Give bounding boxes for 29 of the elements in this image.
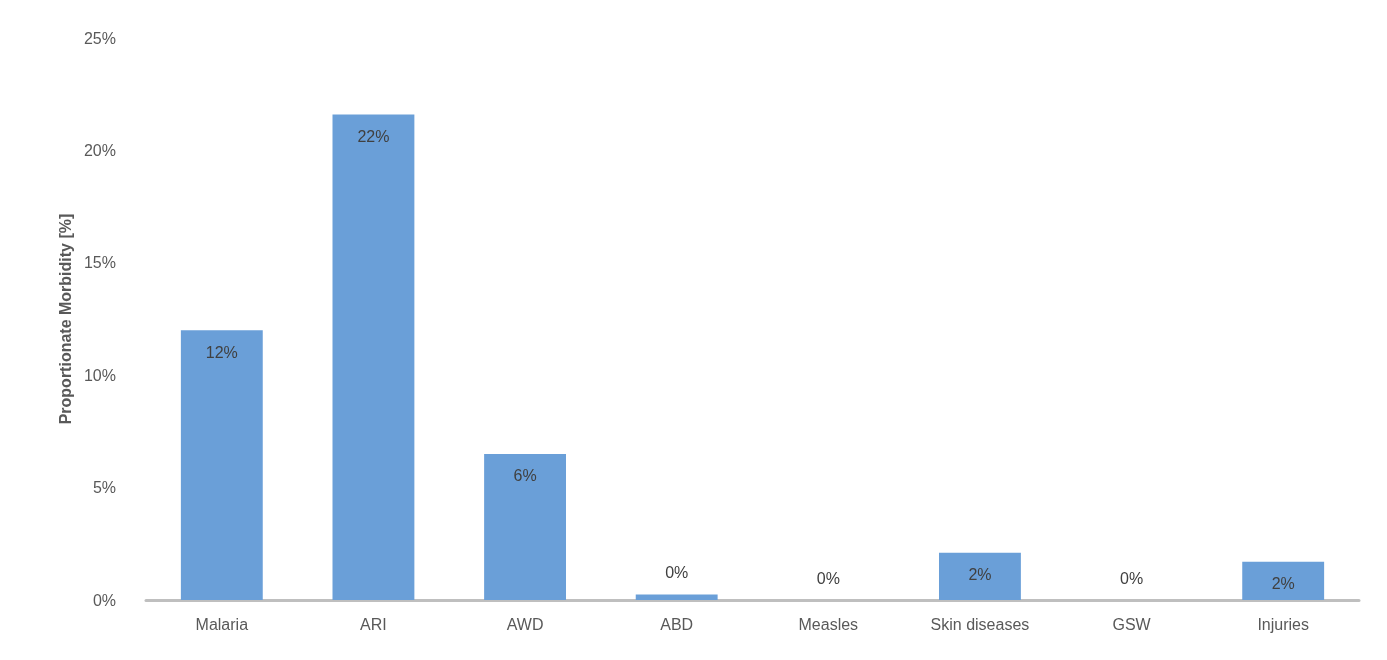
- data-label: 0%: [816, 569, 840, 587]
- data-label: 6%: [513, 467, 537, 485]
- bar: [180, 330, 263, 600]
- bar: [484, 453, 566, 600]
- bar: [635, 594, 718, 600]
- y-tick-label: 25%: [83, 29, 116, 47]
- y-axis-title: Proportionate Morbidity [%]: [56, 213, 74, 425]
- bar: [939, 552, 1021, 600]
- x-tick-label: ARI: [360, 615, 387, 633]
- x-tick-label: Skin diseases: [930, 615, 1030, 633]
- y-tick-label: 0%: [92, 591, 116, 609]
- data-label: 2%: [968, 566, 992, 584]
- data-label: 0%: [665, 563, 689, 581]
- y-tick-label: 15%: [83, 254, 116, 272]
- data-label: 12%: [205, 343, 238, 361]
- bar: [332, 114, 415, 600]
- x-tick-label: ABD: [660, 615, 694, 633]
- y-tick-label: 10%: [83, 366, 116, 384]
- data-label: 2%: [1271, 575, 1295, 593]
- x-tick-label: GSW: [1112, 615, 1152, 633]
- y-tick-label: 5%: [92, 479, 116, 497]
- x-tick-label: Malaria: [195, 615, 249, 633]
- y-tick-label: 20%: [83, 141, 116, 159]
- data-label: 0%: [1120, 569, 1144, 587]
- x-tick-label: Injuries: [1257, 615, 1309, 633]
- bar: [1242, 561, 1325, 600]
- data-label: 22%: [357, 127, 390, 145]
- x-tick-label: Measles: [798, 615, 859, 633]
- x-tick-label: AWD: [506, 615, 544, 633]
